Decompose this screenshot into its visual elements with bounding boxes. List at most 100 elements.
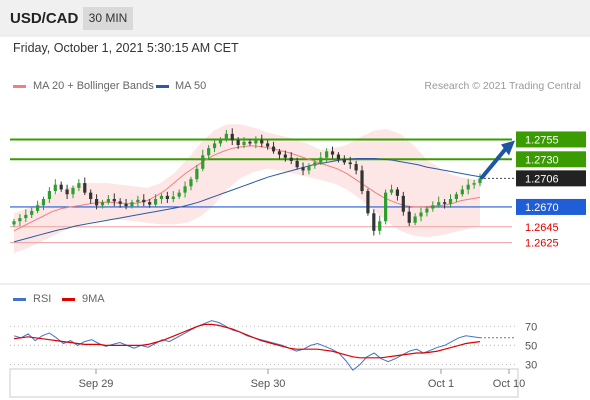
candle-body bbox=[35, 205, 40, 211]
ma50-legend-swatch bbox=[156, 85, 169, 88]
candle-body bbox=[407, 211, 411, 223]
9ma-line bbox=[13, 323, 481, 359]
candle-body bbox=[342, 159, 346, 163]
candle-body bbox=[177, 192, 181, 197]
rsi-tick-30: 30 bbox=[525, 359, 537, 371]
candle-body bbox=[460, 189, 464, 195]
symbol-title: USD/CAD bbox=[10, 10, 79, 27]
candle-body bbox=[112, 199, 116, 202]
candle-body bbox=[277, 151, 282, 155]
price-label-box-resistance bbox=[516, 151, 586, 168]
candle-body bbox=[413, 216, 417, 223]
candle-body bbox=[354, 164, 358, 171]
candle-body bbox=[224, 133, 228, 140]
candle-body bbox=[242, 141, 246, 145]
candle-body bbox=[348, 162, 352, 165]
candle-body bbox=[366, 191, 370, 214]
candle-body bbox=[207, 148, 211, 156]
candle-body bbox=[118, 201, 122, 204]
candle-body bbox=[283, 154, 287, 158]
candle-body bbox=[153, 199, 158, 205]
bollinger-legend-label: MA 20 + Bollinger Bands bbox=[33, 80, 154, 92]
candle-body bbox=[130, 202, 134, 207]
candle-body bbox=[466, 184, 470, 190]
candle-body bbox=[159, 195, 164, 199]
time-label-sep-30: Sep 30 bbox=[251, 378, 286, 390]
candle-body bbox=[295, 160, 299, 168]
candle-body bbox=[106, 199, 110, 203]
candle-body bbox=[378, 221, 382, 231]
rsi-tick-50: 50 bbox=[525, 340, 537, 352]
candle-body bbox=[254, 140, 258, 144]
price-label-1.2755: 1.2755 bbox=[525, 134, 559, 146]
rsi-legend-label: RSI bbox=[33, 293, 52, 305]
9ma-legend-swatch bbox=[62, 298, 75, 301]
price-label-box-current bbox=[516, 170, 586, 187]
candle-body bbox=[401, 195, 405, 212]
candle-body bbox=[389, 189, 394, 193]
time-label-sep-29: Sep 29 bbox=[79, 378, 114, 390]
bollinger-legend-swatch bbox=[13, 85, 26, 88]
candle-body bbox=[171, 196, 175, 199]
candle-body bbox=[301, 167, 305, 171]
candle-body bbox=[313, 162, 317, 166]
candle-body bbox=[454, 194, 459, 199]
candle-body bbox=[94, 199, 99, 206]
candle-body bbox=[336, 154, 341, 160]
candle-body bbox=[289, 157, 293, 161]
candle-body bbox=[330, 151, 335, 155]
candle-body bbox=[319, 157, 323, 163]
candle-body bbox=[142, 199, 146, 203]
candle-body bbox=[41, 199, 46, 206]
timeframe-badge[interactable]: 30 MIN bbox=[83, 7, 133, 30]
time-axis-frame bbox=[9, 368, 519, 398]
rsi-tick-70: 70 bbox=[525, 321, 537, 333]
timestamp: Friday, October 1, 2021 5:30:15 AM CET bbox=[13, 41, 239, 55]
candle-body bbox=[236, 140, 240, 145]
price-label-1.2730: 1.2730 bbox=[525, 154, 559, 166]
projection-arrow-head bbox=[501, 140, 515, 156]
candle-body bbox=[266, 143, 270, 147]
credit-text: Research © 2021 Trading Central bbox=[424, 80, 581, 92]
candle-body bbox=[30, 210, 34, 215]
price-label-1.2645: 1.2645 bbox=[525, 222, 559, 234]
candle-body bbox=[307, 165, 311, 171]
candle-body bbox=[431, 205, 435, 209]
candle-body bbox=[148, 202, 152, 205]
candle-body bbox=[437, 202, 441, 206]
bollinger-band-area bbox=[14, 124, 480, 254]
9ma-legend-label: 9MA bbox=[82, 293, 105, 305]
candle-body bbox=[448, 199, 453, 204]
candle-body bbox=[260, 140, 264, 144]
ma50-line bbox=[13, 158, 481, 243]
time-label-oct-10: Oct 10 bbox=[493, 378, 525, 390]
price-label-1.2706: 1.2706 bbox=[525, 173, 559, 185]
candle-body bbox=[47, 191, 51, 199]
candle-body bbox=[478, 178, 482, 184]
candle-body bbox=[65, 189, 69, 195]
candle-body bbox=[189, 179, 193, 187]
candle-body bbox=[83, 183, 87, 193]
candle-body bbox=[124, 203, 128, 207]
candle-body bbox=[183, 186, 187, 193]
candle-body bbox=[18, 218, 22, 222]
top-bar: USD/CAD 30 MIN bbox=[0, 0, 590, 36]
candle-body bbox=[53, 184, 57, 192]
candle-body bbox=[395, 189, 400, 196]
price-label-box-resistance bbox=[516, 131, 586, 148]
candle-body bbox=[384, 192, 388, 222]
candle-body bbox=[195, 168, 199, 180]
candle-body bbox=[372, 213, 376, 231]
candle-body bbox=[12, 221, 16, 225]
projection-arrow-shaft bbox=[480, 146, 508, 180]
candle-body bbox=[230, 133, 234, 141]
candle-body bbox=[443, 202, 447, 204]
candle-body bbox=[472, 183, 476, 185]
candle-body bbox=[360, 170, 364, 192]
rsi-legend-swatch bbox=[13, 298, 26, 301]
candle-body bbox=[24, 214, 28, 219]
candle-body bbox=[325, 151, 329, 158]
price-label-1.2670: 1.2670 bbox=[525, 202, 559, 214]
time-label-oct-1: Oct 1 bbox=[428, 378, 454, 390]
